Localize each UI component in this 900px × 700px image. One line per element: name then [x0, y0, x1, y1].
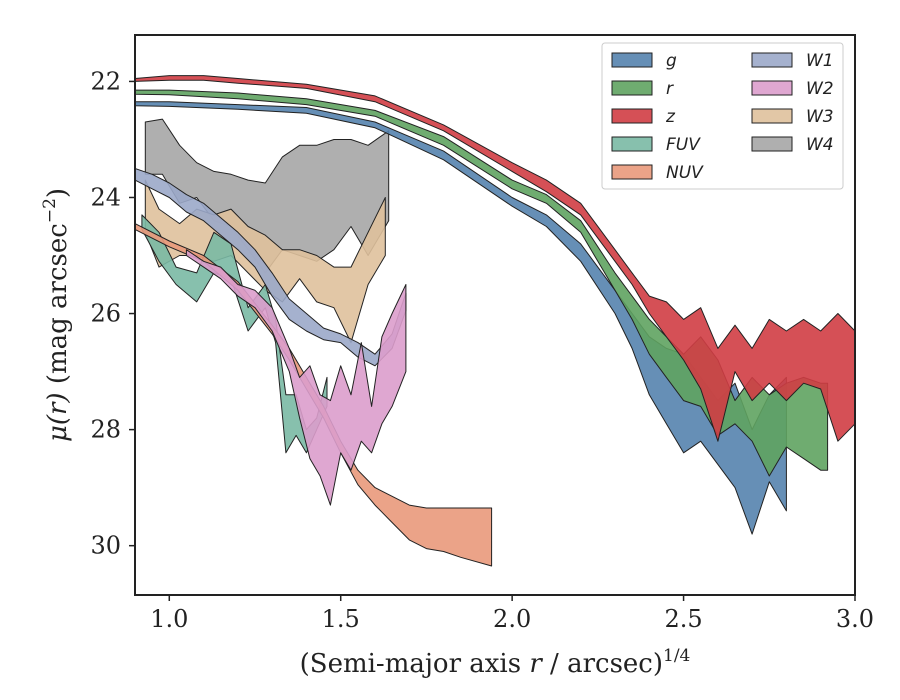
legend-label-g: g [666, 51, 677, 71]
band-r [135, 89, 829, 477]
legend-swatch-r [611, 80, 653, 96]
legend-label-z: z [665, 107, 676, 127]
legend-swatch-w1 [751, 52, 793, 68]
legend-label-r: r [666, 79, 674, 99]
band-w2 [185, 249, 407, 506]
legend-label-w2: W2 [806, 79, 834, 99]
legend-label-w4: W4 [806, 135, 834, 155]
legend-frame [601, 42, 844, 190]
legend-swatch-w2 [751, 80, 793, 96]
legend-swatch-w4 [751, 136, 793, 152]
x-tick-label: 1.5 [322, 605, 360, 633]
x-axis-label: (Semi-major axis r / arcsec)1/4 [300, 646, 691, 679]
legend: grz FUV NUV W1 W2 W3 W4 [601, 42, 844, 190]
x-tick-label: 3.0 [836, 605, 874, 633]
axes: 1.0 1.5 2.0 2.5 3.0 22 24 26 28 30 [90, 34, 874, 633]
y-tick-label: 28 [90, 416, 121, 444]
x-tick-label: 2.5 [664, 605, 702, 633]
legend-swatch-nuv [611, 164, 653, 180]
plot-area [135, 75, 855, 567]
y-tick-label: 22 [90, 67, 121, 95]
legend-label-w3: W3 [806, 107, 834, 127]
y-tick-label: 30 [90, 532, 121, 560]
legend-label-fuv: FUV [666, 135, 701, 155]
legend-swatch-z [611, 108, 653, 124]
band-g [135, 101, 787, 535]
legend-label-nuv: NUV [666, 163, 704, 183]
x-tick-label: 1.0 [150, 605, 188, 633]
legend-swatch-w3 [751, 108, 793, 124]
legend-label-w1: W1 [806, 51, 834, 71]
y-tick-label: 26 [90, 300, 121, 328]
legend-swatch-g [611, 52, 653, 68]
legend-swatch-fuv [611, 136, 653, 152]
band-z [135, 75, 855, 442]
y-tick-label: 24 [90, 183, 121, 211]
plot-frame [134, 34, 856, 596]
x-tick-label: 2.0 [493, 605, 531, 633]
y-axis-label: μ(r) (mag arcsec−2) [40, 188, 73, 442]
